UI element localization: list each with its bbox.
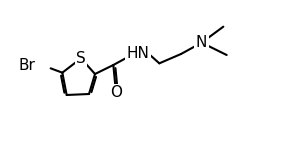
Text: HN: HN — [127, 46, 150, 61]
Text: Br: Br — [18, 57, 35, 72]
Text: S: S — [76, 51, 86, 66]
Text: O: O — [110, 85, 122, 100]
Text: N: N — [196, 35, 207, 50]
